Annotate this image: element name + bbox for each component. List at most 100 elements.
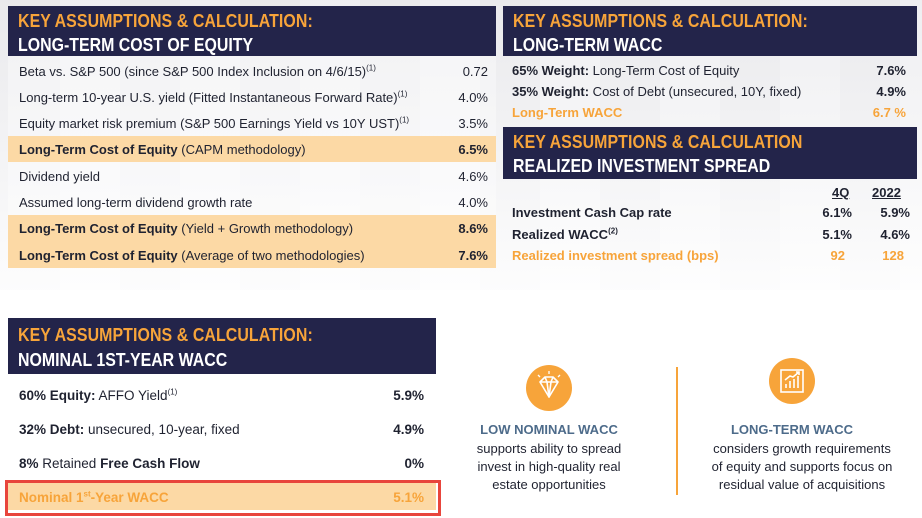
coe-row-value: 4.0% <box>458 89 488 105</box>
coe-row-label: (Average of two methodologies) <box>177 247 365 263</box>
wacc-total-value: 6.7 % <box>872 104 906 120</box>
coe-row-value: 7.6% <box>458 247 488 263</box>
spread-total-4q: 92 <box>830 247 845 263</box>
nominal-row-label: AFFO Yield <box>95 387 168 403</box>
spread-row-label: Realized WACC <box>512 226 609 242</box>
nominal-row-value: 0% <box>404 455 424 471</box>
footnote-marker: (1) <box>399 115 410 125</box>
nominal-total-label-suffix: -Year WACC <box>90 489 169 505</box>
feature-desc-line: of equity and supports focus on <box>711 459 893 474</box>
footnote-marker: (1) <box>366 63 376 73</box>
spread-value-2022: 4.6% <box>880 226 910 242</box>
spread-value-2022: 5.9% <box>880 204 910 220</box>
coe-row-value: 3.5% <box>458 115 488 131</box>
nominal-header: KEY ASSUMPTIONS & CALCULATION: NOMINAL 1… <box>8 318 436 374</box>
wacc-row-bold-label: 35% Weight: <box>512 83 590 99</box>
coe-row-value: 4.6% <box>458 168 488 184</box>
wacc-header: KEY ASSUMPTIONS & CALCULATION: LONG-TERM… <box>503 6 917 56</box>
feature-desc-low-nominal: supports ability to spread invest in hig… <box>449 440 649 494</box>
feature-desc-line: supports ability to spread <box>476 441 622 456</box>
nominal-row-label: Retained <box>38 455 101 471</box>
spread-col-4q: 4Q <box>832 184 850 200</box>
coe-row-risk-premium: Equity market risk premium (S&P 500 Earn… <box>19 114 488 132</box>
feature-title-long-term: LONG-TERM WACC <box>730 422 854 437</box>
coe-row-beta: Beta vs. S&P 500 (since S&P 500 Index In… <box>19 62 488 80</box>
spread-row-wacc: Realized WACC(2) 5.1% 4.6% <box>512 225 910 243</box>
feature-desc-line: residual value of acquisitions <box>718 477 886 492</box>
coe-row-label: Assumed long-term dividend growth rate <box>19 194 253 210</box>
nominal-row-fcf: 8% Retained Free Cash Flow 0% <box>19 453 424 473</box>
coe-row-bold-label: Long-Term Cost of Equity <box>19 247 178 263</box>
feature-desc-line: invest in high-quality real <box>477 459 621 474</box>
spread-value-4q: 5.1% <box>822 226 852 242</box>
spread-row-total: Realized investment spread (bps) 92 128 <box>512 246 910 264</box>
footnote-marker: (1) <box>397 89 408 99</box>
nominal-row-total: Nominal 1st-Year WACC 5.1% <box>19 487 424 507</box>
cost-of-equity-title-line2: LONG-TERM COST OF EQUITY <box>18 34 254 55</box>
wacc-title-line2: LONG-TERM WACC <box>513 34 663 55</box>
coe-row-value: 8.6% <box>458 220 488 236</box>
nominal-row-equity: 60% Equity: AFFO Yield(1) 5.9% <box>19 385 424 405</box>
spread-title-line2: REALIZED INVESTMENT SPREAD <box>513 155 771 176</box>
feature-desc-line: considers growth requirements <box>713 441 891 456</box>
coe-row-value: 4.0% <box>458 194 488 210</box>
feature-desc-line: estate opportunities <box>492 477 606 492</box>
cost-of-equity-title-line1: KEY ASSUMPTIONS & CALCULATION: <box>18 10 313 31</box>
coe-row-label: (Yield + Growth methodology) <box>177 220 354 236</box>
coe-row-label: (CAPM methodology) <box>177 141 306 157</box>
highlight-callout-box <box>5 480 441 516</box>
spread-column-headers: 4Q 2022 <box>512 183 910 201</box>
nominal-row-bold-label: Free Cash Flow <box>100 455 200 471</box>
coe-row-bold-label: Long-Term Cost of Equity <box>19 141 178 157</box>
diamond-icon <box>526 365 572 411</box>
nominal-total-label: Nominal 1 <box>19 489 84 505</box>
ordinal-suffix: st <box>83 489 91 498</box>
wacc-row-label: Long-Term Cost of Equity <box>589 62 740 78</box>
spread-value-4q: 6.1% <box>822 204 852 220</box>
coe-row-average: Long-Term Cost of Equity (Average of two… <box>19 246 488 264</box>
nominal-row-value: 4.9% <box>393 421 424 437</box>
spread-title-line1: KEY ASSUMPTIONS & CALCULATION <box>513 131 803 152</box>
footnote-marker: (2) <box>608 226 618 236</box>
feature-divider <box>676 367 678 495</box>
wacc-row-equity: 65% Weight: Long-Term Cost of Equity 7.6… <box>512 61 906 79</box>
wacc-row-debt: 35% Weight: Cost of Debt (unsecured, 10Y… <box>512 82 906 100</box>
nominal-row-value: 5.9% <box>393 387 424 403</box>
coe-row-label: Long-term 10-year U.S. yield (Fitted Ins… <box>19 89 398 105</box>
feature-title-low-nominal: LOW NOMINAL WACC <box>480 422 618 437</box>
feature-desc-long-term: considers growth requirements of equity … <box>692 440 912 494</box>
nominal-total-highlight <box>8 482 436 510</box>
wacc-row-value: 4.9% <box>876 83 906 99</box>
wacc-title-line1: KEY ASSUMPTIONS & CALCULATION: <box>513 10 808 31</box>
nominal-row-label: unsecured, 10-year, fixed <box>84 421 240 437</box>
wacc-row-value: 7.6% <box>876 62 906 78</box>
nominal-row-bold-label: 8% <box>19 455 39 471</box>
nominal-total-value: 5.1% <box>393 489 424 505</box>
coe-row-growth: Assumed long-term dividend growth rate 4… <box>19 193 488 211</box>
coe-row-10y-yield: Long-term 10-year U.S. yield (Fitted Ins… <box>19 88 488 106</box>
spread-total-2022: 128 <box>882 247 904 263</box>
coe-row-value: 0.72 <box>462 63 488 79</box>
nominal-row-bold-label: 32% Debt: <box>19 421 85 437</box>
cost-of-equity-header: KEY ASSUMPTIONS & CALCULATION: LONG-TERM… <box>8 6 496 56</box>
wacc-total-label: Long-Term WACC <box>512 104 623 120</box>
spread-col-2022: 2022 <box>872 184 901 200</box>
coe-capm-highlight <box>8 136 496 162</box>
wacc-row-bold-label: 65% Weight: <box>512 62 590 78</box>
coe-row-yield-growth: Long-Term Cost of Equity (Yield + Growth… <box>19 219 488 237</box>
coe-row-label: Equity market risk premium (S&P 500 Earn… <box>19 115 400 131</box>
coe-row-label: Beta vs. S&P 500 (since S&P 500 Index In… <box>19 63 367 79</box>
coe-row-bold-label: Long-Term Cost of Equity <box>19 220 178 236</box>
nominal-title-line2: NOMINAL 1ST-YEAR WACC <box>18 349 228 370</box>
coe-row-dividend-yield: Dividend yield 4.6% <box>19 167 488 185</box>
spread-header: KEY ASSUMPTIONS & CALCULATION REALIZED I… <box>503 127 917 179</box>
footnote-marker: (1) <box>167 387 178 396</box>
spread-row-label: Investment Cash Cap rate <box>512 204 672 220</box>
spread-row-cap-rate: Investment Cash Cap rate 6.1% 5.9% <box>512 203 910 221</box>
coe-row-label: Dividend yield <box>19 168 100 184</box>
wacc-row-total: Long-Term WACC 6.7 % <box>512 103 906 121</box>
coe-row-capm: Long-Term Cost of Equity (CAPM methodolo… <box>19 140 488 158</box>
growth-chart-icon <box>769 358 815 404</box>
nominal-row-debt: 32% Debt: unsecured, 10-year, fixed 4.9% <box>19 419 424 439</box>
coe-row-value: 6.5% <box>458 141 488 157</box>
